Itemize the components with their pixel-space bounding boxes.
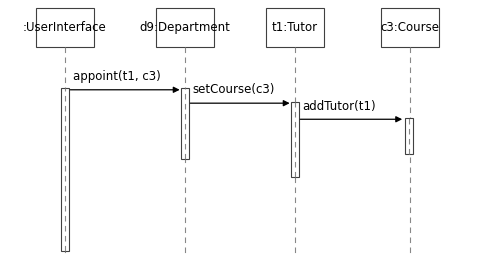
Text: c3:Course: c3:Course [380, 21, 440, 34]
Bar [405, 118, 413, 154]
Text: setCourse(c3): setCourse(c3) [192, 83, 275, 96]
Bar [382, 8, 439, 47]
Text: :UserInterface: :UserInterface [23, 21, 107, 34]
Bar [156, 8, 214, 47]
Bar [266, 8, 324, 47]
Text: addTutor(t1): addTutor(t1) [302, 99, 376, 113]
Bar [291, 102, 299, 177]
Bar [36, 8, 94, 47]
Bar [181, 88, 189, 159]
Text: appoint(t1, c3): appoint(t1, c3) [72, 70, 160, 83]
Text: d9:Department: d9:Department [140, 21, 230, 34]
Text: t1:Tutor: t1:Tutor [272, 21, 318, 34]
Bar [61, 88, 69, 251]
